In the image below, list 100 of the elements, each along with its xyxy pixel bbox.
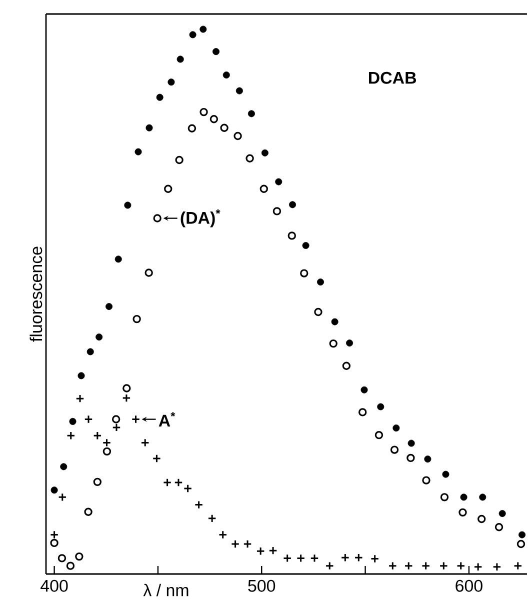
point: [346, 340, 354, 347]
point: [175, 156, 184, 164]
point: [439, 561, 448, 570]
point: [124, 202, 132, 209]
point: [234, 132, 242, 140]
point: [424, 456, 432, 463]
point: [440, 493, 449, 502]
point: [156, 94, 164, 101]
point: [96, 334, 103, 341]
point: [102, 447, 112, 456]
point: [261, 149, 268, 156]
point: [58, 492, 67, 502]
point: [212, 48, 220, 56]
point: [69, 418, 76, 425]
point: [66, 431, 76, 440]
point: [222, 72, 230, 79]
point: [106, 303, 113, 310]
point: [174, 478, 183, 487]
point: [300, 269, 308, 278]
point: [314, 308, 322, 316]
annotation: (DA)$^{*}$: [180, 209, 220, 228]
x-tick-label: 500: [248, 580, 276, 592]
point: [360, 386, 368, 394]
point: [421, 561, 430, 570]
point: [50, 486, 58, 494]
annotation: A$^{*}$: [158, 412, 176, 426]
point: [58, 554, 66, 562]
point: [146, 124, 153, 132]
point: [200, 26, 207, 33]
point: [230, 540, 240, 548]
point: [325, 561, 334, 570]
point: [317, 278, 324, 286]
x-tick-label: 400: [40, 580, 68, 592]
point: [75, 552, 84, 561]
point: [342, 362, 351, 370]
point: [236, 87, 243, 94]
point: [331, 318, 338, 326]
point: [86, 348, 94, 356]
point: [246, 154, 254, 162]
point: [168, 78, 175, 86]
point: [272, 207, 282, 216]
point: [112, 423, 121, 432]
point: [134, 148, 142, 156]
point: [494, 523, 504, 532]
point: [392, 424, 400, 432]
point: [302, 242, 310, 250]
point: [188, 124, 196, 132]
point: [460, 494, 468, 501]
y-axis-title: fluorescence: [30, 246, 42, 342]
point: [390, 446, 399, 454]
point: [260, 184, 268, 193]
point: [220, 124, 228, 132]
point: [78, 372, 85, 380]
annotation: DCAB: [369, 72, 416, 84]
point: [406, 454, 415, 462]
point: [114, 256, 122, 263]
point: [243, 540, 252, 548]
point: [122, 384, 131, 392]
point: [183, 484, 192, 493]
point: [275, 178, 282, 186]
point: [84, 508, 92, 516]
point: [256, 546, 265, 556]
point: [248, 110, 255, 118]
point: [408, 440, 415, 447]
point: [112, 415, 120, 424]
point: [404, 561, 413, 570]
point: [200, 108, 208, 116]
point: [498, 510, 506, 518]
point: [492, 562, 502, 572]
point: [132, 314, 141, 324]
point: [210, 115, 218, 124]
point: [377, 403, 384, 410]
point: [388, 561, 398, 570]
point: [456, 561, 466, 570]
point: [374, 430, 384, 440]
point: [268, 546, 278, 555]
point: [144, 268, 153, 277]
point: [93, 478, 102, 486]
point: [76, 394, 84, 403]
point: [66, 562, 75, 570]
x-axis-title: λ / nm: [143, 584, 188, 596]
point: [176, 56, 184, 63]
point: [479, 494, 486, 501]
point: [152, 454, 162, 463]
point: [442, 470, 450, 478]
point: [208, 514, 216, 523]
point: [516, 540, 526, 548]
point: [60, 463, 68, 470]
point: [153, 214, 162, 222]
point: [474, 562, 482, 572]
point: [50, 538, 58, 548]
point: [514, 561, 522, 570]
point: [477, 514, 486, 524]
point: [329, 339, 338, 348]
point: [340, 553, 350, 562]
point: [422, 476, 430, 484]
point: [93, 431, 102, 440]
point: [162, 478, 172, 487]
point: [122, 394, 131, 402]
point: [358, 408, 367, 416]
